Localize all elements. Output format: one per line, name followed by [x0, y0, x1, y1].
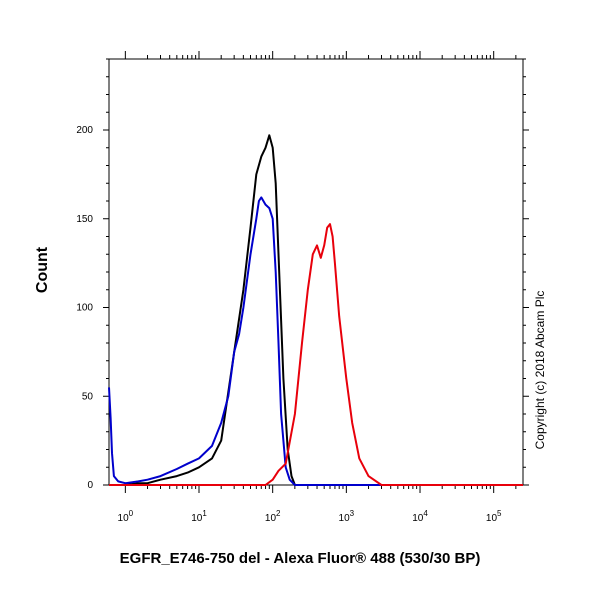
- x-tick-label: 100: [118, 509, 134, 524]
- x-axis-title: EGFR_E746-750 del - Alexa Fluor® 488 (53…: [120, 550, 481, 567]
- y-tick-labels: 0 50 100 150 200: [76, 125, 93, 491]
- y-tick-label: 200: [76, 125, 93, 136]
- y-tick-label: 100: [76, 303, 93, 314]
- y-tick-label: 150: [76, 214, 93, 225]
- axis-ticks: [103, 51, 529, 493]
- y-tick-label: 0: [87, 480, 93, 491]
- x-tick-label: 105: [486, 509, 502, 524]
- x-tick-label-exponent: 1: [202, 509, 207, 518]
- x-tick-label-exponent: 3: [350, 509, 355, 518]
- series-line-1: [109, 134, 523, 486]
- series-line-2: [108, 196, 523, 486]
- x-tick-label: 101: [191, 509, 207, 524]
- x-tick-label-exponent: 2: [276, 509, 281, 518]
- x-tick-label-base: 10: [191, 513, 203, 524]
- x-tick-labels: 100 101 102 103 104 105: [118, 509, 502, 524]
- series-line-3: [109, 223, 523, 486]
- x-tick-label-base: 10: [339, 513, 351, 524]
- copyright-text: Copyright (c) 2018 Abcam Plc: [533, 291, 547, 450]
- x-tick-label-exponent: 0: [129, 509, 134, 518]
- y-axis-title: Count: [34, 246, 51, 293]
- x-tick-label-base: 10: [486, 513, 498, 524]
- x-tick-label: 102: [265, 509, 281, 524]
- x-tick-label-base: 10: [118, 513, 130, 524]
- x-tick-label-exponent: 4: [423, 509, 428, 518]
- x-tick-label: 103: [339, 509, 355, 524]
- series-group: [108, 134, 523, 486]
- x-tick-label-base: 10: [412, 513, 424, 524]
- x-tick-label: 104: [412, 509, 428, 524]
- plot-frame: [108, 58, 524, 486]
- x-tick-label-exponent: 5: [497, 509, 502, 518]
- x-tick-label-base: 10: [265, 513, 277, 524]
- y-tick-label: 50: [82, 391, 94, 402]
